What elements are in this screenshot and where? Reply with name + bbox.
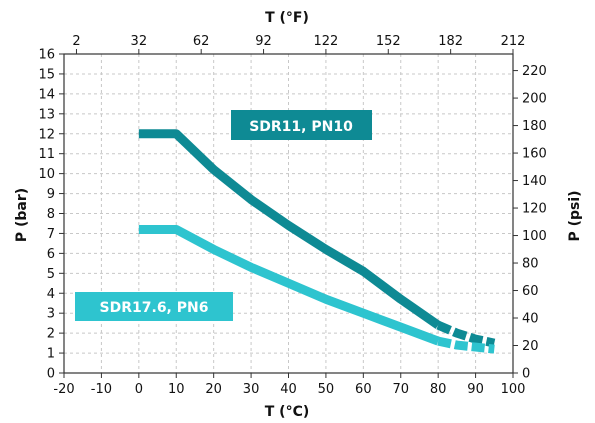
y-tick-label: 4 [47, 287, 55, 302]
x2-tick-label: 212 [501, 34, 526, 49]
series-label-sdr11-box [231, 110, 372, 140]
x-tick-label: 70 [392, 382, 409, 397]
x-tick-label: 30 [243, 382, 260, 397]
series-dashed-extension-0 [436, 321, 496, 348]
y-tick-label: 14 [38, 87, 55, 102]
x-tick-label: 60 [355, 382, 372, 397]
series-label-sdr11-text: SDR11, PN10 [249, 119, 353, 135]
y-tick-label: 16 [38, 48, 55, 63]
x2-axis-title: T (°F) [265, 10, 309, 26]
y-tick-label: 9 [47, 187, 55, 202]
y2-tick-label: 60 [522, 284, 539, 299]
x2-tick-label: 2 [72, 34, 80, 49]
x-tick-label: 0 [135, 382, 143, 397]
y2-tick-label: 0 [522, 367, 530, 382]
y-tick-label: 8 [47, 207, 55, 222]
x-tick-label: 20 [205, 382, 222, 397]
y-tick-label: 11 [38, 147, 55, 162]
series-layer [138, 129, 496, 354]
y2-tick-label: 40 [522, 312, 539, 327]
x2-tick-label: 32 [131, 34, 148, 49]
x-tick-label: 10 [168, 382, 185, 397]
y-axis-title: P (bar) [14, 188, 30, 242]
y-tick-label: 0 [47, 367, 55, 382]
y-tick-label: 6 [47, 247, 55, 262]
series-label-sdr17-box [75, 292, 233, 321]
x2-tick-label: 182 [438, 34, 463, 49]
y-tick-label: 2 [47, 327, 55, 342]
y2-tick-label: 180 [522, 119, 547, 134]
y-tick-label: 10 [38, 167, 55, 182]
y2-tick-label: 100 [522, 229, 547, 244]
x-axis-title: T (°C) [265, 404, 310, 420]
y-tick-label: 7 [47, 227, 55, 242]
x-tick-label: -20 [53, 382, 74, 397]
series-label-sdr17: SDR17.6, PN6 [75, 292, 233, 321]
x-tick-label: 100 [501, 382, 526, 397]
y-tick-label: 1 [47, 347, 55, 362]
y2-tick-label: 20 [522, 339, 539, 354]
series-label-sdr11: SDR11, PN10 [231, 110, 372, 140]
x-tick-label: -10 [91, 382, 112, 397]
x-tick-label: 50 [318, 382, 335, 397]
y2-tick-label: 80 [522, 257, 539, 272]
x2-tick-label: 122 [314, 34, 339, 49]
y2-tick-label: 200 [522, 92, 547, 107]
y-tick-label: 12 [38, 127, 55, 142]
x2-tick-label: 152 [376, 34, 401, 49]
y2-tick-label: 220 [522, 64, 547, 79]
y-tick-label: 13 [38, 107, 55, 122]
y2-tick-label: 160 [522, 147, 547, 162]
series-label-sdr17-text: SDR17.6, PN6 [100, 300, 209, 316]
y-tick-label: 5 [47, 267, 55, 282]
series-dashed-extension-1 [437, 336, 495, 354]
y2-tick-label: 140 [522, 174, 547, 189]
y-tick-label: 15 [38, 67, 55, 82]
y2-tick-label: 120 [522, 202, 547, 217]
y-tick-label: 3 [47, 307, 55, 322]
x-tick-label: 80 [430, 382, 447, 397]
axis-layer: -20 -10 0 10 20 30 40 50 60 70 80 90 100012345678910… [38, 34, 546, 397]
grid-layer [64, 54, 513, 373]
x-tick-label: 90 [467, 382, 484, 397]
x2-tick-label: 92 [255, 34, 272, 49]
x-tick-label: 40 [280, 382, 297, 397]
x2-tick-label: 62 [193, 34, 210, 49]
y2-axis-title: P (psi) [567, 190, 583, 241]
